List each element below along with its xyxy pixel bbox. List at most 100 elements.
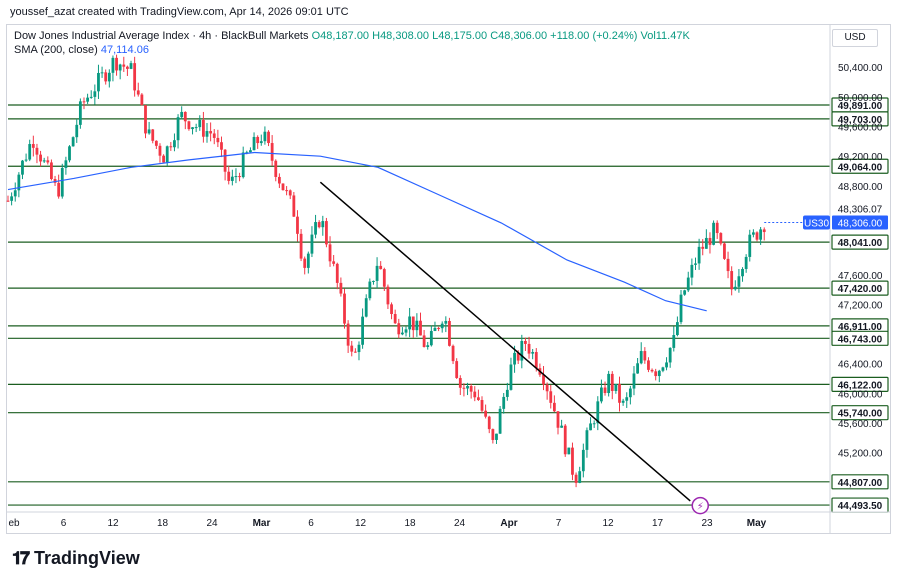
candle-body <box>382 269 386 287</box>
candle-body <box>151 129 155 141</box>
candle-body <box>86 97 90 102</box>
x-tick-label: Apr <box>500 518 517 529</box>
candle-body <box>531 352 535 354</box>
candle-body <box>433 327 437 331</box>
candle-body <box>741 268 744 277</box>
candle-body <box>162 155 165 163</box>
candle-body <box>524 340 527 344</box>
candle-body <box>346 323 350 346</box>
candle-body <box>393 314 397 324</box>
x-tick-label: 12 <box>107 518 119 529</box>
candle-body <box>545 384 549 392</box>
candle-body <box>422 335 426 347</box>
level-tag <box>831 158 889 174</box>
candle-body <box>252 136 256 151</box>
level-label: 46,122.00 <box>838 380 883 391</box>
sma-value: 47,114.06 <box>100 44 149 56</box>
candle-body <box>708 237 712 245</box>
level-label: 44,807.00 <box>838 478 883 489</box>
candle-body <box>93 91 97 97</box>
candle-body <box>686 277 690 291</box>
candle-body <box>473 391 477 398</box>
candle-body <box>426 345 430 347</box>
candle-body <box>53 179 57 183</box>
candle-body <box>661 367 665 371</box>
candle-body <box>390 304 393 315</box>
candle-body <box>386 286 390 305</box>
level-tag <box>831 405 889 421</box>
candle-body <box>223 149 227 172</box>
candle-body <box>451 345 455 362</box>
sma-layer <box>7 151 707 312</box>
candle-body <box>563 425 567 455</box>
candle-body <box>712 222 715 245</box>
candle-body <box>574 474 578 483</box>
candle-body <box>126 66 129 69</box>
level-tag <box>831 234 889 250</box>
candle-body <box>64 160 68 168</box>
tradingview-mark-icon: 𝟏𝟕 <box>12 548 30 568</box>
candle-body <box>621 400 625 403</box>
candle-body <box>578 471 582 483</box>
candle-body <box>75 124 79 138</box>
candle-body <box>596 401 600 424</box>
candle-body <box>303 258 307 268</box>
candle-body <box>198 119 202 128</box>
candle-body <box>744 256 748 269</box>
level-label: 45,740.00 <box>838 409 883 420</box>
candle-body <box>89 96 93 98</box>
candle-body <box>668 347 672 363</box>
candle-body <box>205 131 209 137</box>
candle-body <box>299 233 303 259</box>
x-tick-label: May <box>747 518 767 529</box>
y-tick-label: 49,600.00 <box>838 123 883 134</box>
legend-change: +118.00 (+0.24%) <box>550 30 638 42</box>
level-tag <box>831 330 889 346</box>
level-label: 49,064.00 <box>838 162 883 173</box>
level-label: 44,493.50 <box>838 501 883 512</box>
candle-body <box>249 150 252 153</box>
legend: Dow Jones Industrial Average Index · 4h … <box>14 30 690 42</box>
x-tick-label: 24 <box>454 518 466 529</box>
candle-body <box>592 423 596 425</box>
candle-body <box>176 117 180 141</box>
candle-body <box>600 387 603 402</box>
candle-body <box>82 101 86 103</box>
candle-body <box>28 144 32 160</box>
candle-body <box>726 258 730 272</box>
candle-body <box>683 290 687 295</box>
candle-body <box>679 294 683 323</box>
candle-body <box>13 190 17 197</box>
candle-body <box>462 387 466 389</box>
symbol-tag-bg <box>803 215 830 230</box>
legend-close: C48,306.00 <box>490 30 548 42</box>
x-tick-label: 17 <box>652 518 664 529</box>
candle-body <box>639 351 643 364</box>
candle-body <box>498 408 502 434</box>
candle-body <box>701 246 705 249</box>
candle-body <box>115 57 118 71</box>
candle-body <box>111 57 115 73</box>
currency-button[interactable]: USD <box>832 29 878 47</box>
legend-open: O48,187.00 <box>311 30 370 42</box>
candle-body <box>154 140 158 146</box>
candle-body <box>183 111 187 122</box>
candle-body <box>675 322 679 336</box>
candle-body <box>401 332 404 335</box>
level-tag <box>831 474 889 490</box>
candle-body <box>259 141 263 144</box>
candle-body <box>314 222 317 235</box>
candle-body <box>201 119 205 137</box>
candle-body <box>241 152 245 178</box>
candle-body <box>277 176 281 184</box>
candle-body <box>187 121 191 130</box>
candle-body <box>429 330 433 346</box>
candle-body <box>285 190 289 192</box>
x-tick-label: 18 <box>404 518 416 529</box>
level-tag <box>831 280 889 296</box>
candle-body <box>350 345 354 352</box>
candle-body <box>625 397 629 401</box>
candle-body <box>50 162 53 180</box>
candle-body <box>534 352 538 369</box>
